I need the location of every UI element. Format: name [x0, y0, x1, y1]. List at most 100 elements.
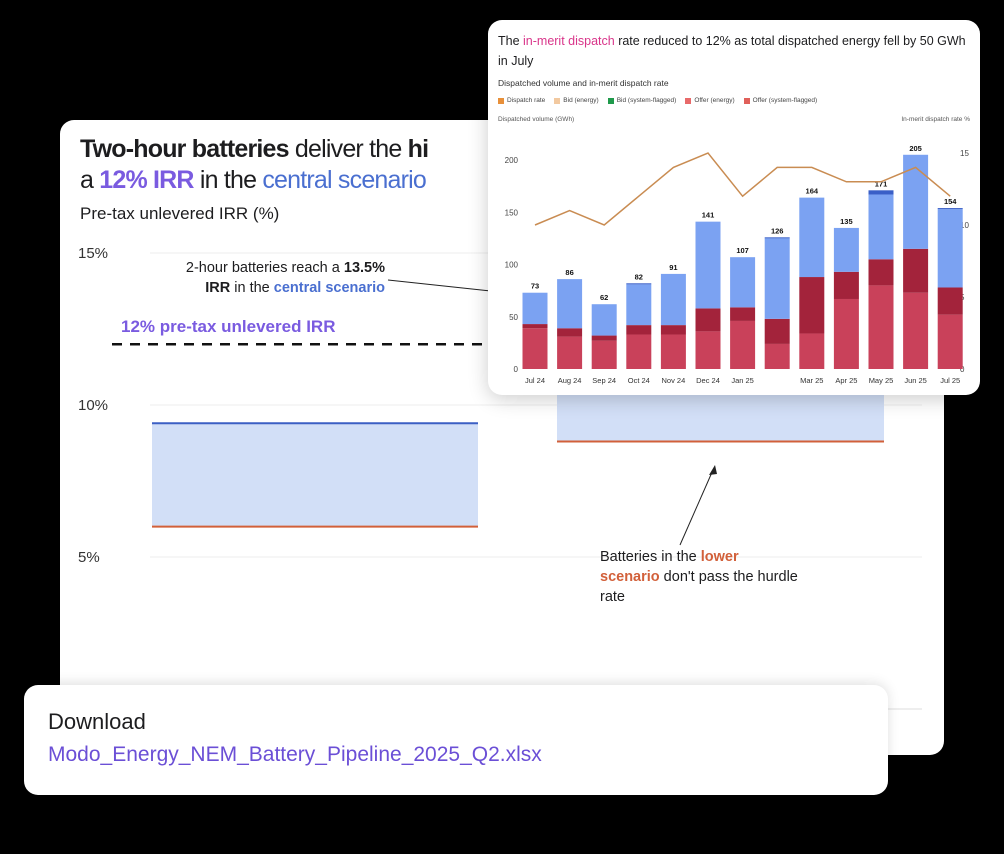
bar-segment — [660, 325, 686, 335]
arrow-head-icon — [709, 465, 717, 475]
legend-item[interactable]: Offer (system-flagged) — [743, 97, 818, 104]
bar-segment — [868, 259, 894, 286]
bar-segment — [799, 333, 825, 369]
bar-segment — [660, 273, 686, 326]
bar-total-label: 91 — [669, 263, 677, 272]
bar-segment — [591, 304, 617, 336]
left-tick-label: 200 — [505, 156, 519, 165]
x-tick-label: Nov 24 — [662, 376, 686, 385]
download-label: Download — [48, 709, 146, 734]
bar-segment — [764, 318, 790, 344]
dispatch-chart-subtitle: Dispatched volume and in-merit dispatch … — [498, 78, 669, 88]
legend-label: Dispatch rate — [507, 97, 546, 104]
legend-label: Offer (energy) — [694, 97, 735, 104]
bar-total-label: 86 — [565, 268, 573, 277]
legend-item[interactable]: Bid (energy) — [554, 97, 599, 104]
dispatch-chart-card: The in-merit dispatch rate reduced to 12… — [488, 20, 980, 395]
irr-chart-subtitle: Pre-tax unlevered IRR (%) — [80, 204, 280, 223]
left-tick-label: 150 — [505, 208, 519, 217]
bar-segment — [937, 209, 963, 288]
bar-segment — [868, 190, 894, 195]
bar-segment — [937, 208, 963, 210]
legend-item[interactable]: Bid (system-flagged) — [607, 97, 677, 104]
bar-segment — [799, 277, 825, 334]
bar-segment — [626, 284, 652, 326]
irr-chart-title: Two-hour batteries deliver the hi a 12% I… — [80, 135, 429, 194]
bar-segment — [937, 314, 963, 369]
bar-total-label: 141 — [702, 211, 715, 220]
annotation-arrow-line — [679, 469, 714, 546]
bar-segment — [903, 292, 929, 369]
bar-total-label: 154 — [944, 197, 957, 206]
download-file-link[interactable]: Modo_Energy_NEM_Battery_Pipeline_2025_Q2… — [48, 743, 542, 766]
bar-segment — [730, 307, 756, 321]
legend-swatch — [554, 97, 561, 104]
bar-segment — [557, 336, 583, 369]
x-tick-label: Jun 25 — [904, 376, 927, 385]
bar-segment — [833, 271, 859, 299]
left-axis-label: Dispatched volume (GWh) — [498, 116, 575, 123]
hurdle-rate-label: 12% pre-tax unlevered IRR — [121, 317, 336, 336]
x-tick-label: Jan 25 — [731, 376, 754, 385]
x-tick-label: May 25 — [869, 376, 894, 385]
legend-swatch — [685, 97, 692, 104]
bar-total-label: 205 — [909, 144, 922, 153]
download-card: Download Modo_Energy_NEM_Battery_Pipelin… — [24, 685, 888, 795]
bar-segment — [764, 237, 790, 239]
bar-segment — [522, 324, 548, 329]
bar-segment — [626, 334, 652, 369]
legend-swatch — [498, 97, 504, 104]
x-tick-label: Jul 24 — [525, 376, 545, 385]
bar-segment — [660, 334, 686, 369]
right-tick-label: 15 — [960, 149, 969, 158]
bar-segment — [764, 238, 790, 319]
legend-item[interactable]: Offer (energy) — [685, 97, 735, 104]
bar-segment — [626, 283, 652, 285]
bar-segment — [557, 328, 583, 337]
bar-segment — [868, 285, 894, 369]
lower-scenario-annotation: Batteries in the lower scenario don't pa… — [600, 549, 798, 605]
bar-segment — [833, 298, 859, 369]
x-tick-label: Dec 24 — [696, 376, 720, 385]
dispatch-chart-title: The in-merit dispatch rate reduced to 12… — [498, 34, 966, 68]
x-tick-label: Oct 24 — [628, 376, 650, 385]
bar-total-label: 135 — [840, 217, 853, 226]
right-tick-label: 10 — [960, 221, 969, 230]
bar-segment — [937, 287, 963, 315]
bar-total-label: 164 — [806, 187, 819, 196]
legend-label: Bid (system-flagged) — [616, 97, 677, 104]
legend-swatch — [743, 97, 750, 104]
x-tick-label: Aug 24 — [558, 376, 582, 385]
x-tick-label: Mar 25 — [800, 376, 823, 385]
legend-item[interactable]: Dispatch rate — [498, 97, 545, 104]
dispatch-rate-line — [534, 152, 951, 226]
bar-segment — [591, 335, 617, 341]
annotation-leader-line — [387, 279, 501, 293]
bar-segment — [557, 279, 583, 329]
left-tick-label: 50 — [509, 313, 518, 322]
bar-segment — [730, 320, 756, 369]
left-tick-label: 0 — [514, 365, 519, 374]
bar-total-label: 82 — [635, 272, 643, 281]
legend-swatch — [607, 97, 614, 104]
dispatch-legend: Dispatch rate Bid (energy) Bid (system-fla… — [498, 97, 817, 104]
bar-segment — [591, 340, 617, 369]
bar-segment — [764, 343, 790, 369]
bar-segment — [799, 197, 825, 278]
bar-segment — [868, 194, 894, 260]
bar-total-label: 73 — [531, 282, 539, 291]
y-tick-label: 5% — [78, 549, 100, 566]
bar-segment — [522, 328, 548, 369]
right-axis-label: In-merit dispatch rate % — [901, 116, 970, 123]
bar-segment — [833, 227, 859, 272]
y-tick-label: 15% — [78, 245, 108, 262]
bar-segment — [695, 308, 721, 332]
x-tick-label: Apr 25 — [835, 376, 857, 385]
bar-total-label: 171 — [875, 179, 888, 188]
legend-label: Offer (system-flagged) — [752, 97, 818, 104]
left-tick-label: 100 — [505, 261, 519, 270]
right-tick-label: 0 — [960, 365, 965, 374]
bar-segment — [903, 154, 929, 249]
bar-segment — [903, 248, 929, 293]
